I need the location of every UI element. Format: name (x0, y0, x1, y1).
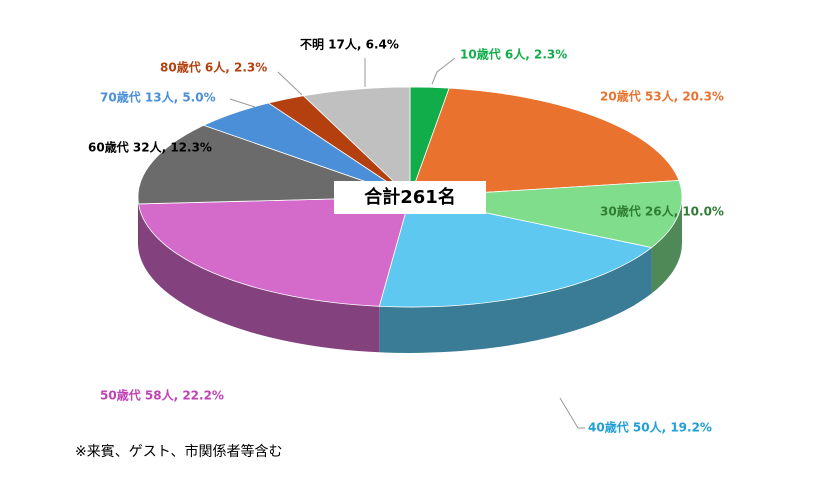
slice-side (651, 197, 682, 294)
slice (302, 86, 411, 198)
slice (409, 87, 680, 198)
leader-line (559, 397, 585, 429)
data-label: 10歳代 6人, 2.3% (460, 47, 567, 62)
note: ※来賓、ゲスト、市関係者等含む (75, 443, 282, 460)
slice (378, 196, 653, 353)
data-label: 50歳代 58人, 22.2% (100, 388, 224, 403)
slice-side (379, 247, 652, 353)
annotation: 合計261名 (364, 186, 456, 208)
leader-line (431, 57, 456, 85)
annotation-box (334, 181, 486, 214)
data-label: 80歳代 6人, 2.3% (160, 60, 267, 75)
data-label: 60歳代 32人, 12.3% (88, 140, 212, 155)
data-label: 40歳代 50人, 19.2% (588, 420, 712, 435)
slice (138, 196, 411, 353)
leader-line (277, 71, 303, 96)
data-label: 30歳代 26人, 10.0% (600, 204, 724, 219)
data-label: 20歳代 53人, 20.3% (600, 89, 724, 104)
slice-top (302, 86, 411, 198)
slice-top (378, 196, 653, 308)
slice-top (138, 196, 411, 307)
data-label: 70歳代 13人, 5.0% (100, 90, 216, 105)
slice-side (138, 203, 380, 353)
slice-side (138, 197, 139, 250)
leader-line (229, 98, 256, 108)
slice-top (409, 87, 680, 198)
data-label: 不明 17人, 6.4% (300, 37, 399, 52)
